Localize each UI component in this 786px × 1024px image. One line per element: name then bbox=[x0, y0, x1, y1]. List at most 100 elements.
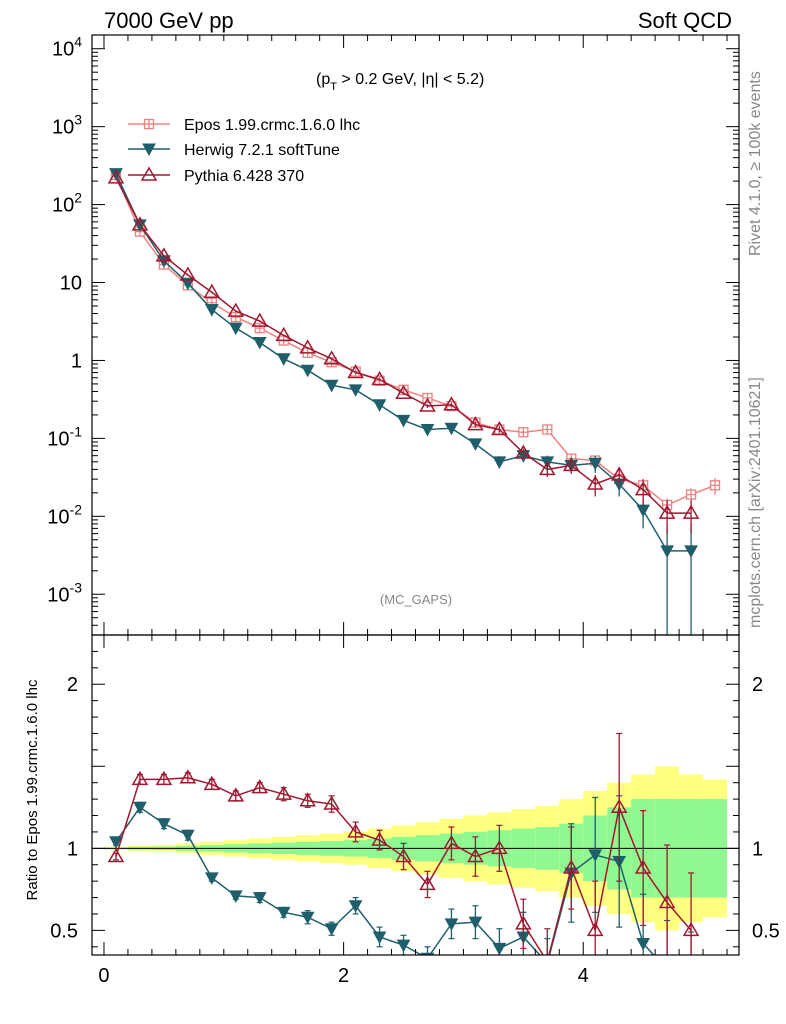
data-point bbox=[444, 422, 459, 436]
ratio-point bbox=[157, 818, 171, 831]
ratio-point bbox=[419, 875, 436, 891]
ratio-y-tick-label-right: 1 bbox=[752, 838, 763, 860]
ratio-point bbox=[275, 785, 293, 800]
ratio-point bbox=[492, 942, 507, 955]
ratio-point bbox=[109, 836, 123, 849]
ratio-point bbox=[204, 872, 219, 885]
data-point bbox=[251, 312, 269, 327]
ratio-point bbox=[252, 892, 267, 905]
ratio-point bbox=[251, 779, 269, 794]
y-tick-label: 10-1 bbox=[47, 423, 82, 450]
ratio-point bbox=[179, 769, 197, 784]
data-point bbox=[636, 504, 650, 518]
data-point bbox=[586, 475, 604, 490]
ratio-y-tick-label: 0.5 bbox=[50, 920, 78, 942]
ratio-point bbox=[276, 906, 291, 920]
ratio-point bbox=[228, 890, 243, 903]
ratio-point bbox=[107, 848, 125, 863]
kinematic-cuts-label: (pT > 0.2 GeV, |η| < 5.2) bbox=[316, 71, 484, 93]
ratio-point bbox=[395, 848, 412, 863]
legend-marker bbox=[143, 118, 155, 130]
x-tick-label: 4 bbox=[578, 965, 589, 987]
data-point bbox=[324, 379, 339, 393]
data-point bbox=[254, 322, 265, 334]
data-point bbox=[682, 504, 700, 519]
main-plot-data bbox=[107, 168, 721, 635]
data-point bbox=[562, 456, 580, 472]
ratio-point bbox=[634, 859, 652, 874]
y-tick-label: 10-3 bbox=[47, 579, 82, 606]
data-point bbox=[684, 545, 698, 558]
data-point bbox=[131, 216, 149, 231]
legend-marker-epos bbox=[143, 118, 155, 130]
data-point bbox=[468, 438, 483, 451]
data-point bbox=[299, 339, 316, 354]
ratio-y-tick-label: 2 bbox=[67, 674, 78, 696]
legend-marker bbox=[142, 143, 156, 157]
ratio-point bbox=[588, 849, 603, 862]
data-point bbox=[347, 364, 364, 379]
ratio-point bbox=[610, 798, 628, 814]
data-point bbox=[610, 466, 628, 481]
legend-label-epos: Epos 1.99.crmc.1.6.0 lhc bbox=[184, 117, 360, 134]
ratio-point bbox=[562, 859, 580, 874]
ratio-point bbox=[133, 801, 147, 815]
data-point bbox=[492, 456, 507, 469]
legend-marker bbox=[140, 166, 158, 181]
legend-entry-herwig: Herwig 7.2.1 softTune bbox=[128, 142, 340, 159]
ratio-point bbox=[203, 775, 221, 791]
data-point bbox=[467, 416, 484, 431]
data-point bbox=[515, 444, 532, 459]
legend-label-herwig: Herwig 7.2.1 softTune bbox=[184, 142, 340, 159]
ratio-point bbox=[372, 931, 387, 944]
y-tick-label: 104 bbox=[52, 34, 82, 61]
data-point bbox=[660, 545, 674, 558]
rivet-version-label: Rivet 4.1.0, ≥ 100k events bbox=[747, 71, 764, 256]
analysis-watermark: (MC_GAPS) bbox=[380, 592, 452, 607]
data-point bbox=[588, 457, 603, 471]
data-point bbox=[276, 353, 291, 366]
data-point bbox=[275, 326, 293, 342]
ratio-point bbox=[443, 834, 460, 850]
data-point bbox=[252, 336, 267, 350]
ratio-point bbox=[467, 848, 484, 863]
y-tick-label: 103 bbox=[52, 112, 82, 139]
energy-label: 7000 GeV pp bbox=[104, 8, 234, 33]
data-point bbox=[155, 247, 173, 262]
y-tick-label: 10 bbox=[60, 273, 82, 295]
ratio-point bbox=[155, 770, 173, 786]
legend-entry-epos: Epos 1.99.crmc.1.6.0 lhc bbox=[128, 117, 360, 134]
data-point bbox=[658, 504, 676, 519]
ratio-point bbox=[636, 938, 650, 951]
ratio-point bbox=[491, 839, 508, 855]
ratio-point bbox=[323, 795, 340, 810]
data-point bbox=[203, 283, 221, 299]
ratio-point bbox=[396, 939, 411, 953]
data-point bbox=[181, 277, 195, 291]
data-point bbox=[709, 480, 721, 491]
data-point bbox=[348, 384, 363, 397]
ratio-point bbox=[515, 915, 532, 930]
legend: Epos 1.99.crmc.1.6.0 lhc Herwig 7.2.1 so… bbox=[128, 117, 360, 185]
ratio-point bbox=[682, 921, 700, 937]
legend-label-pythia: Pythia 6.428 370 bbox=[184, 168, 304, 185]
ratio-y-axis-label: Ratio to Epos 1.99.crmc.1.6.0 lhc bbox=[24, 679, 41, 900]
axes: 10-3 10-2 10-1 1 10 102 103 104 0.5 0.5 1 1 2 2 0 2 4 bbox=[47, 34, 780, 987]
data-point bbox=[228, 322, 243, 336]
x-tick-label: 0 bbox=[98, 965, 109, 987]
ratio-point bbox=[546, 953, 549, 955]
ratio-point bbox=[299, 792, 316, 807]
ratio-y-tick-label: 1 bbox=[67, 838, 78, 860]
ratio-point bbox=[444, 918, 459, 931]
data-point bbox=[395, 384, 412, 399]
data-point bbox=[227, 302, 245, 317]
series-line-1 bbox=[115, 173, 692, 552]
ratio-y-tick-label-right: 2 bbox=[752, 674, 763, 696]
ratio-point bbox=[658, 893, 676, 909]
legend-entry-pythia: Pythia 6.428 370 bbox=[128, 166, 304, 185]
data-point bbox=[204, 304, 219, 317]
legend-marker-pythia bbox=[140, 166, 158, 181]
data-point bbox=[518, 427, 529, 438]
data-point bbox=[634, 481, 652, 496]
